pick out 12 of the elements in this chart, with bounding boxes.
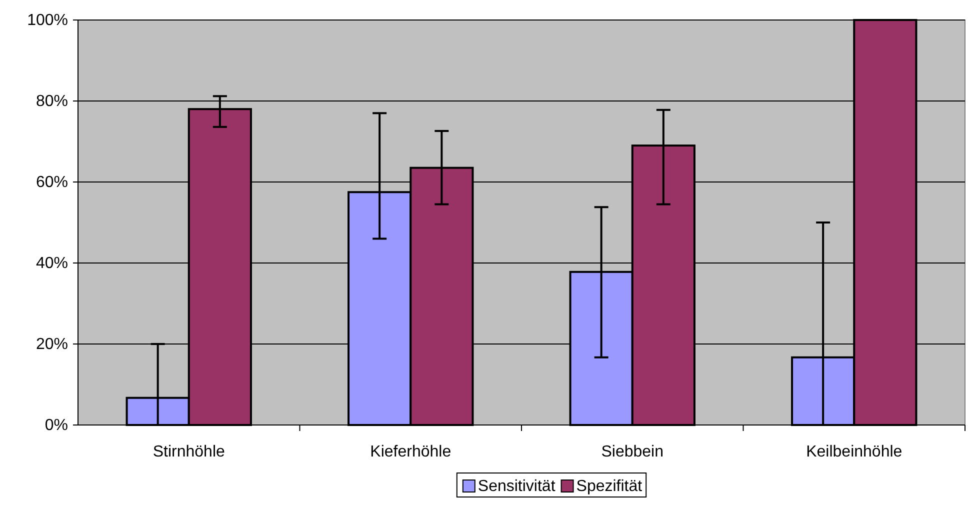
legend-label: Spezifität [576,478,643,495]
x-tick-label: Kieferhöhle [370,443,452,460]
x-tick-label: Stirnhöhle [152,443,225,460]
x-tick-label: Keilbeinhöhle [806,443,902,460]
y-tick-label: 20% [36,336,68,354]
y-tick-label: 60% [36,174,68,192]
y-tick-label: 40% [36,255,68,272]
legend-label: Sensitivität [478,478,556,495]
y-tick-label: 80% [36,93,68,110]
y-tick-label: 100% [27,12,68,30]
x-tick-label: Siebbein [601,443,664,460]
y-tick-label: 0% [44,417,68,434]
